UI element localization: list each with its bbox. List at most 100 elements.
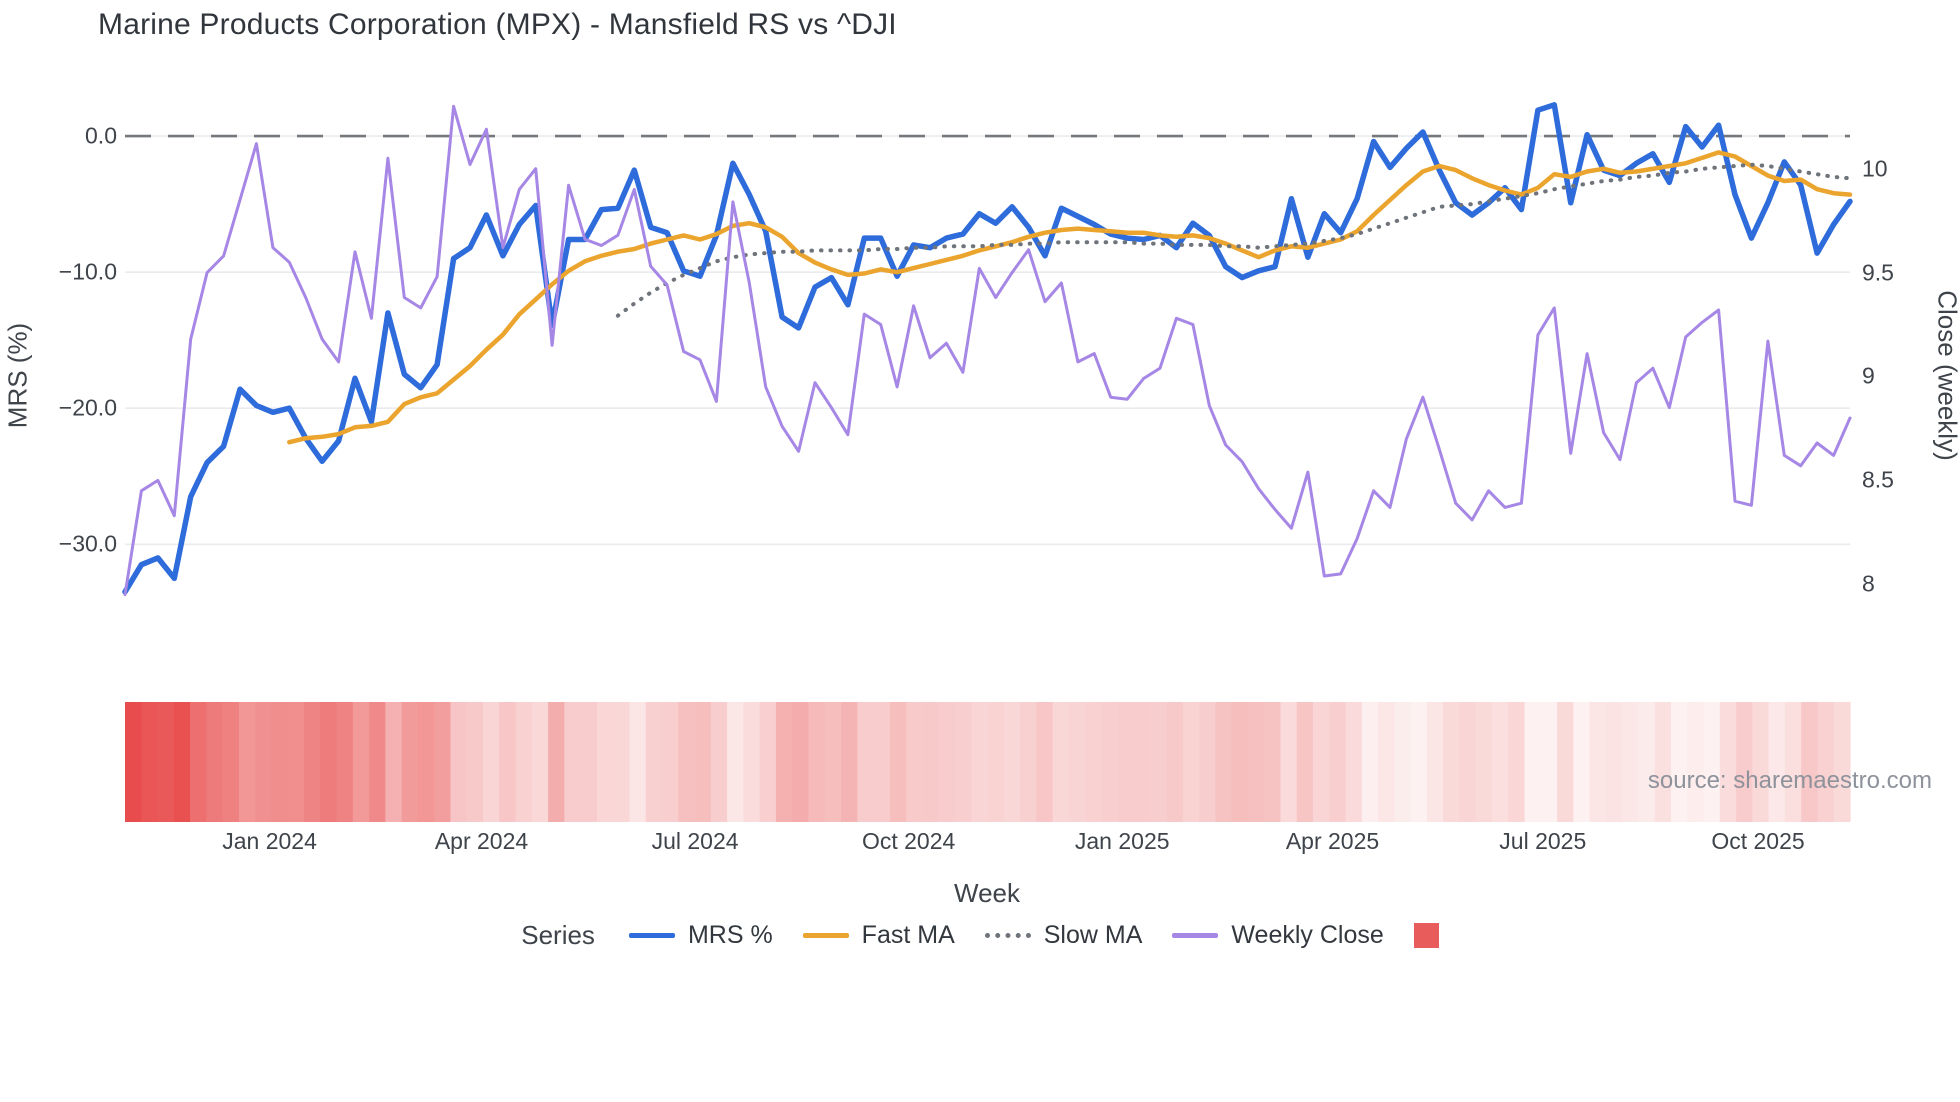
line-swatch-icon	[984, 933, 1031, 938]
heatmap-cell	[125, 702, 142, 822]
legend-item-fast-ma: Fast MA	[802, 921, 955, 950]
heatmap-cell	[1166, 702, 1184, 822]
heatmap-cell	[1589, 702, 1607, 822]
heatmap-cell	[1801, 702, 1819, 822]
heatmap-cell	[971, 702, 989, 822]
heatmap-cell	[417, 702, 435, 822]
line-swatch-icon	[628, 933, 675, 938]
heatmap-cell	[743, 702, 761, 822]
heatmap-cell	[1622, 702, 1640, 822]
legend: Series MRS % Fast MA Slow MA Weekly Close	[0, 920, 1960, 951]
heatmap-cell	[1687, 702, 1705, 822]
heatmap-cell	[1296, 702, 1314, 822]
heatmap-cell	[434, 702, 452, 822]
heatmap-cell	[1638, 702, 1656, 822]
heatmap-cell	[1736, 702, 1753, 822]
heatmap-cell	[1215, 702, 1233, 822]
heatmap-cell	[1020, 702, 1037, 822]
heatmap-cell	[1101, 702, 1119, 822]
x-tick-label: Jul 2025	[1499, 828, 1587, 854]
heatmap-cell	[1459, 702, 1477, 822]
legend-item-slow-ma: Slow MA	[984, 921, 1143, 950]
x-tick-label: Apr 2025	[1285, 828, 1380, 854]
x-tick-label: Jan 2024	[222, 828, 317, 854]
legend-item-label: Weekly Close	[1231, 921, 1384, 949]
heatmap-cell	[1361, 702, 1379, 822]
y-axis-left-title: MRS (%)	[2, 322, 33, 429]
heatmap-cell	[987, 702, 1005, 822]
heatmap-cell	[824, 702, 842, 822]
heatmap-cell	[564, 702, 582, 822]
heatmap-cell	[369, 702, 386, 822]
legend-item-mrs-: MRS %	[628, 921, 773, 950]
heatmap-cell	[1524, 702, 1542, 822]
legend-item-label: Fast MA	[861, 921, 955, 949]
y-left-tick-label: −30.0	[58, 530, 117, 557]
heatmap-cell	[255, 702, 273, 822]
heatmap-cell	[1068, 702, 1086, 822]
x-tick-label: Jan 2025	[1074, 828, 1170, 854]
legend-item-label: Slow MA	[1043, 921, 1143, 949]
heatmap-cell	[1833, 702, 1851, 822]
heatmap-cell	[1199, 702, 1216, 822]
heatmap-cell	[1540, 702, 1558, 822]
x-tick-label: Jul 2024	[651, 828, 739, 854]
heatmap-cell	[238, 702, 256, 822]
heatmap-cell	[336, 702, 354, 822]
heatmap-cell	[906, 702, 923, 822]
heatmap-cell	[759, 702, 777, 822]
heatmap-cell	[499, 702, 517, 822]
series-line-fast-ma	[287, 150, 1853, 445]
legend-title: Series	[521, 920, 595, 950]
line-swatch-icon	[1172, 933, 1219, 938]
heatmap-cell	[1605, 702, 1623, 822]
heatmap-cell	[1410, 702, 1428, 822]
heatmap-cell	[662, 702, 679, 822]
heatmap-cell	[808, 702, 826, 822]
heatmap-cell	[1052, 702, 1070, 822]
heatmap-cell	[629, 702, 647, 822]
heatmap-cell	[678, 702, 696, 822]
y-right-tick-label: 9	[1862, 362, 1875, 389]
heatmap-cell	[1670, 702, 1688, 822]
heatmap-cell	[1182, 702, 1200, 822]
heatmap-cell	[710, 702, 728, 822]
heatmap-cell	[1508, 702, 1526, 822]
heatmap-cell	[271, 702, 289, 822]
y-left-tick-label: −20.0	[58, 394, 117, 421]
heatmap-cell	[938, 702, 956, 822]
heatmap-cell	[304, 702, 321, 822]
heatmap-cell	[1719, 702, 1737, 822]
heatmap-cell	[873, 702, 891, 822]
legend-item-heatmap	[1413, 923, 1439, 948]
legend-item-weekly-close: Weekly Close	[1172, 921, 1384, 950]
heatmap-cell	[1557, 702, 1574, 822]
line-swatch-icon	[802, 933, 849, 938]
heatmap-cell	[190, 702, 207, 822]
series-line-mrs	[122, 102, 1853, 595]
heatmap-cell	[385, 702, 403, 822]
heatmap-cell	[141, 702, 159, 822]
heatmap-cell	[1329, 702, 1347, 822]
source-note: source: sharemaestro.com	[1647, 767, 1932, 794]
heatmap-cell	[1036, 702, 1054, 822]
heatmap-cell	[483, 702, 500, 822]
heatmap-cell	[727, 702, 744, 822]
heatmap-cell	[1475, 702, 1493, 822]
heatmap-cell	[515, 702, 533, 822]
x-tick-label: Oct 2024	[861, 828, 956, 854]
x-tick-label: Oct 2025	[1711, 828, 1805, 854]
heatmap-cell	[857, 702, 875, 822]
heatmap-cell	[889, 702, 907, 822]
heatmap-cell	[352, 702, 370, 822]
heatmap-cell	[1378, 702, 1395, 822]
heatmap-cell	[531, 702, 549, 822]
heatmap-cell	[157, 702, 175, 822]
heatmap-cell	[320, 702, 338, 822]
y-left-tick-label: −10.0	[58, 258, 117, 285]
heatmap-cell	[1443, 702, 1461, 822]
y-axis-right-title: Close (weekly)	[1932, 290, 1960, 461]
y-left-tick-label: 0.0	[85, 122, 117, 149]
y-right-tick-label: 8	[1862, 570, 1875, 597]
heatmap-cell	[287, 702, 305, 822]
